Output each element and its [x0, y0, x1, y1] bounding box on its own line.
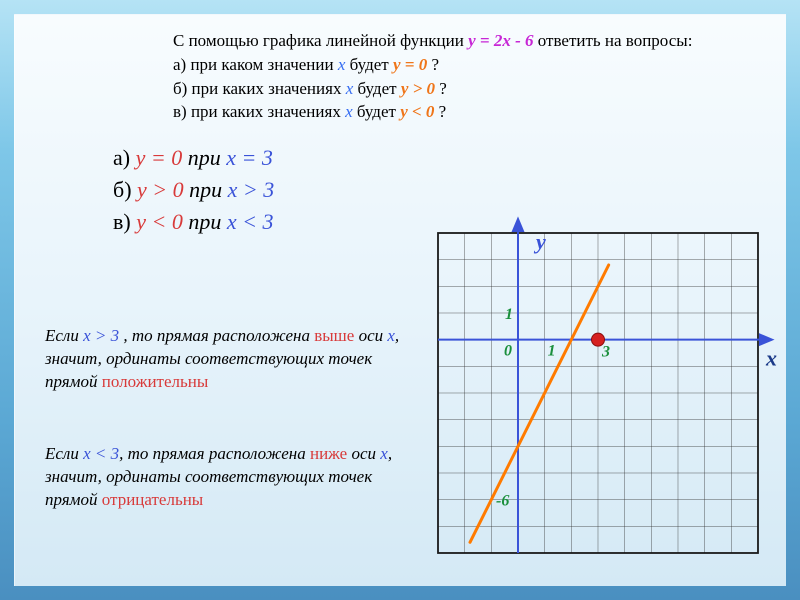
- q-c-x: x: [345, 102, 353, 121]
- x-axis-label: x: [765, 346, 777, 371]
- q-b-mid: будет: [353, 79, 401, 98]
- slide-frame: С помощью графика линейной функции y = 2…: [0, 0, 800, 600]
- exp2-p3: оси: [351, 444, 380, 463]
- exp1-concl: положительны: [102, 372, 209, 391]
- q-c-mid: будет: [353, 102, 401, 121]
- ans-c-lbl: в): [113, 209, 136, 234]
- exp2-emph: ниже: [310, 444, 352, 463]
- q-a-end: ?: [427, 55, 439, 74]
- tick-x-3: 3: [601, 344, 610, 361]
- exp1-p1: Если: [45, 326, 83, 345]
- origin-label: 0: [504, 343, 512, 360]
- intro-post: ответить на вопросы:: [534, 31, 693, 50]
- exp2-p1: Если: [45, 444, 83, 463]
- tick-y-1: 1: [505, 306, 513, 323]
- ans-c-y: y < 0: [136, 209, 183, 234]
- ans-a-y: y = 0: [136, 145, 183, 170]
- q-c-end: ?: [434, 102, 446, 121]
- question-b: б) при каких значениях x будет y > 0 ?: [173, 77, 758, 101]
- q-c-y: y < 0: [400, 102, 434, 121]
- ans-b-x: x > 3: [228, 177, 275, 202]
- answer-b: б) y > 0 при x > 3: [113, 174, 758, 206]
- exp1-axis: x: [387, 326, 395, 345]
- problem-statement: С помощью графика линейной функции y = 2…: [173, 29, 758, 124]
- ans-a-x: x = 3: [226, 145, 273, 170]
- exp1-p3: оси: [359, 326, 388, 345]
- explanation-positive: Если x > 3 , то прямая расположена выше …: [45, 325, 405, 394]
- question-a: а) при каком значении x будет y = 0 ?: [173, 53, 758, 77]
- ans-a-lbl: а): [113, 145, 136, 170]
- explanation-negative: Если x < 3, то прямая расположена ниже о…: [45, 443, 405, 512]
- q-a-y: y = 0: [393, 55, 427, 74]
- intro-text: С помощью графика линейной функции: [173, 31, 468, 50]
- ans-b-y: y > 0: [137, 177, 184, 202]
- ans-c-x: x < 3: [227, 209, 274, 234]
- ans-b-lbl: б): [113, 177, 137, 202]
- exp2-p2: , то прямая расположена: [119, 444, 310, 463]
- exp2-axis: x: [380, 444, 388, 463]
- tick-y-neg6: -6: [496, 493, 509, 510]
- content-panel: С помощью графика линейной функции y = 2…: [14, 14, 786, 586]
- q-a-pre: а) при каком значении: [173, 55, 338, 74]
- q-a-mid: будет: [345, 55, 393, 74]
- ans-b-mid: при: [184, 177, 228, 202]
- exp2-concl: отрицательны: [102, 490, 203, 509]
- answer-a: а) y = 0 при x = 3: [113, 142, 758, 174]
- exp1-emph: выше: [314, 326, 358, 345]
- linear-function-chart: 0113-6yx: [438, 233, 758, 553]
- tick-x-1: 1: [548, 343, 556, 360]
- problem-line-1: С помощью графика линейной функции y = 2…: [173, 29, 758, 53]
- q-b-y: y > 0: [401, 79, 435, 98]
- exp2-cond: x < 3: [83, 444, 119, 463]
- exp1-p2: , то прямая расположена: [123, 326, 314, 345]
- q-c-pre: в) при каких значениях: [173, 102, 345, 121]
- function-y: y: [468, 31, 476, 50]
- question-c: в) при каких значениях x будет y < 0 ?: [173, 100, 758, 124]
- q-b-end: ?: [435, 79, 447, 98]
- ans-a-mid: при: [182, 145, 226, 170]
- function-eq: = 2x - 6: [476, 31, 534, 50]
- q-b-pre: б) при каких значениях: [173, 79, 346, 98]
- exp1-cond: x > 3: [83, 326, 123, 345]
- answers-block: а) y = 0 при x = 3 б) y > 0 при x > 3 в)…: [113, 142, 758, 238]
- ans-c-mid: при: [183, 209, 227, 234]
